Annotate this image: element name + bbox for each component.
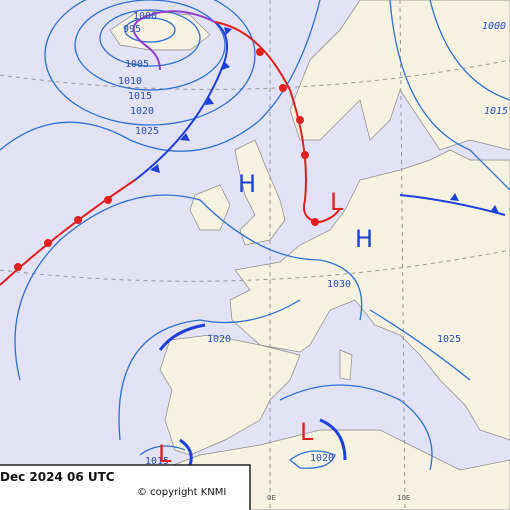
high-center: H [355, 225, 373, 253]
isobar-label: 1015 [145, 456, 169, 467]
isobar-label: 1030 [327, 279, 351, 290]
isobar-label: 1025 [135, 126, 159, 137]
isobar-label: 1015 [128, 91, 152, 102]
low-center: L [330, 188, 344, 216]
high-center: H [238, 170, 256, 198]
isobar-label: 1005 [125, 59, 149, 70]
isobars [0, 0, 510, 471]
footer-box [0, 464, 251, 510]
isobar-label: 1010 [118, 76, 142, 87]
longitude-label: 0E [267, 494, 276, 502]
isobar-label: 1020 [130, 106, 154, 117]
longitude-label: 10E [397, 494, 410, 502]
isobar-label: 1020 [310, 453, 334, 464]
low-center: L [300, 418, 314, 446]
footer-date: Dec 2024 06 UTC [0, 470, 115, 484]
isobar-label: 1000 [482, 21, 506, 32]
isobar-label: 995 [123, 24, 141, 35]
isobar-label: 1025 [437, 334, 461, 345]
isobar-label: 1020 [207, 334, 231, 345]
pressure-centers: H H L L L [158, 170, 373, 468]
isobar-labels: 1000 995 1005 1010 1015 1020 1025 1000 1… [118, 11, 508, 467]
isobar-label: 1015 [484, 106, 508, 117]
isobar-label: 1000 [133, 11, 157, 22]
footer-copyright: © copyright KNMI [137, 487, 226, 498]
low-center: L [158, 440, 172, 468]
fronts [0, 10, 506, 466]
